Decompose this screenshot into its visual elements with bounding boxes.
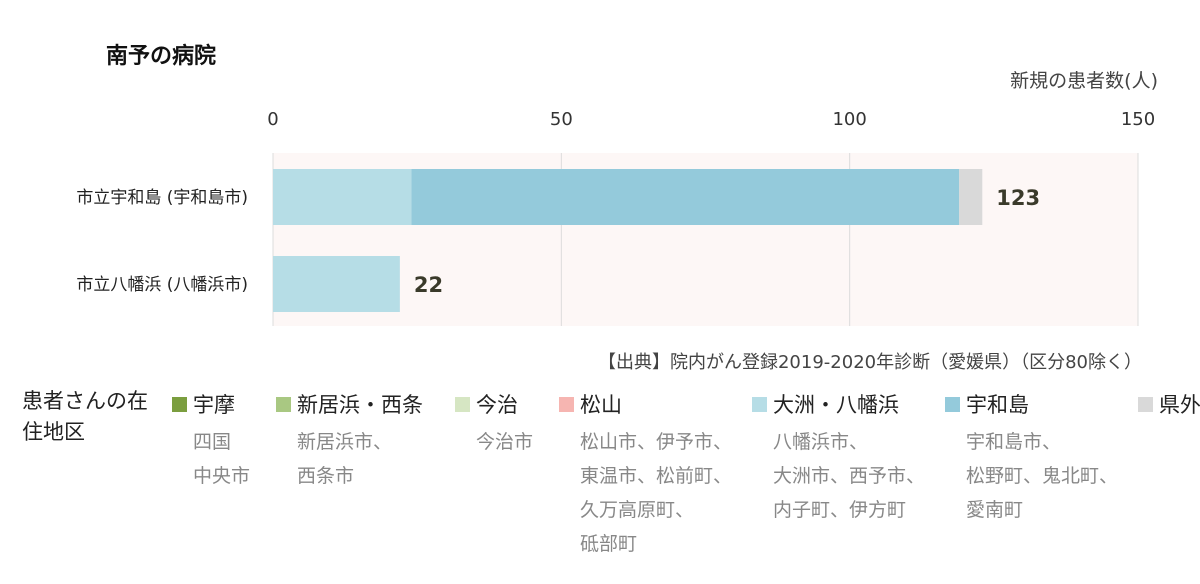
legend-entry: 松山	[559, 389, 732, 419]
legend-towns: 八幡浜市、大洲市、西予市、 内子町、伊方町	[773, 425, 925, 527]
legend-label: 新居浜・西条	[297, 393, 423, 417]
x-tick-label: 150	[1121, 109, 1155, 130]
bar-total-label: 123	[996, 186, 1040, 210]
legend-entry: 県外	[1138, 389, 1200, 419]
bar-chart: 0 50 100 150 市立宇和島 (宇和島市) 123 市立八幡浜 (八幡浜市) 22	[76, 109, 1155, 326]
legend-town-line: 砥部町	[580, 533, 638, 555]
legend-towns: 松山市、伊予市、 東温市、松前町、 久万高原町、 砥部町	[580, 425, 732, 561]
legend-town-line: 今治市	[476, 431, 534, 453]
category-label: 市立宇和島 (宇和島市)	[76, 188, 248, 208]
legend-swatch	[945, 396, 960, 412]
legend-towns: 宇和島市、松野町、鬼北町、 愛南町	[966, 425, 1118, 527]
bar-segment	[959, 169, 983, 225]
legend-item: 松山松山市、伊予市、 東温市、松前町、 久万高原町、 砥部町	[559, 389, 732, 561]
legend-town-line: 新居浜市、	[297, 431, 393, 453]
bar-segment	[273, 256, 400, 312]
legend-swatch	[172, 396, 187, 412]
legend-town-line: 松野町、鬼北町、	[966, 465, 1119, 487]
legend-entry: 新居浜・西条	[276, 389, 423, 419]
legend-town-line: 四国	[193, 431, 232, 453]
legend-item: 大洲・八幡浜 八幡浜市、大洲市、西予市、 内子町、伊方町	[752, 389, 925, 527]
legend-label: 宇和島	[966, 393, 1029, 417]
x-tick-label: 0	[267, 109, 278, 130]
legend-item: 県外	[1138, 389, 1200, 419]
legend-swatch	[455, 396, 470, 412]
legend-label: 大洲・八幡浜	[773, 393, 899, 417]
x-tick-label: 50	[550, 109, 573, 130]
legend-label: 宇摩	[193, 393, 235, 417]
legend-label: 松山	[580, 393, 622, 417]
legend-entry: 大洲・八幡浜	[752, 389, 925, 419]
legend-swatch	[276, 396, 291, 412]
legend-label: 今治	[476, 393, 518, 417]
legend-label: 県外	[1159, 393, 1200, 417]
legend-town-line: 西条市	[297, 465, 355, 487]
x-axis-label: 新規の患者数(人)	[1010, 70, 1158, 92]
category-label: 市立八幡浜 (八幡浜市)	[76, 275, 248, 295]
legend-swatch	[559, 396, 574, 412]
legend-town-line: 久万高原町、	[580, 499, 695, 521]
legend-town-line: 東温市、松前町、	[580, 465, 733, 487]
chart-title: 南予の病院	[106, 44, 217, 69]
legend-item: 今治 今治市	[455, 389, 533, 459]
legend-entry: 今治	[455, 389, 533, 419]
legend-item: 宇摩 四国 中央市	[172, 389, 250, 493]
x-tick-label: 100	[832, 109, 866, 130]
legend-entry: 宇和島	[945, 389, 1118, 419]
legend-town-line: 宇和島市、	[966, 431, 1062, 453]
legend-heading: 患者さんの在住地区	[22, 389, 148, 444]
bar-segment	[411, 169, 960, 225]
legend-swatch	[1138, 396, 1153, 412]
bar-segment	[273, 169, 412, 225]
legend-entry: 宇摩	[172, 389, 250, 419]
legend-item: 新居浜・西条 新居浜市、西条市	[276, 389, 423, 493]
legend-town-line: 松山市、伊予市、	[580, 431, 733, 453]
legend-town-line: 大洲市、西予市、	[773, 465, 926, 487]
legend-town-line: 愛南町	[966, 499, 1024, 521]
legend-town-line: 中央市	[193, 465, 251, 487]
bar-total-label: 22	[414, 273, 443, 297]
source-note: 【出典】院内がん登録2019-2020年診断（愛媛県）（区分80除く）	[597, 352, 1142, 373]
legend-towns: 四国 中央市	[193, 425, 250, 493]
legend-towns: 今治市	[476, 425, 533, 459]
legend-towns: 新居浜市、 西条市	[297, 425, 423, 493]
legend-town-line: 八幡浜市、	[773, 431, 869, 453]
legend-item: 宇和島宇和島市、松野町、鬼北町、 愛南町	[945, 389, 1118, 527]
legend-swatch	[752, 396, 767, 412]
legend-town-line: 内子町、伊方町	[773, 499, 907, 521]
